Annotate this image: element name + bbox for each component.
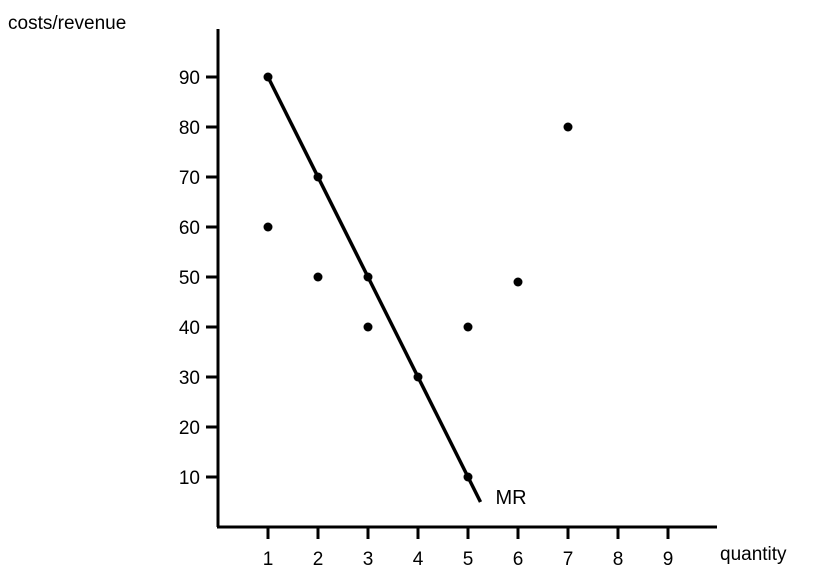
point-1 <box>263 72 273 82</box>
y-tick-label-70: 70 <box>179 168 200 189</box>
y-tick-label-50: 50 <box>179 268 200 289</box>
point-8 <box>463 322 473 332</box>
y-tick-label-10: 10 <box>179 468 200 489</box>
lines: MR <box>266 76 527 509</box>
point-11 <box>563 122 573 132</box>
point-10 <box>513 277 523 287</box>
y-tick-label-40: 40 <box>179 318 200 339</box>
point-9 <box>463 472 473 482</box>
x-tick-label-5: 5 <box>463 549 474 570</box>
x-tick-label-2: 2 <box>313 549 324 570</box>
x-tick-label-7: 7 <box>563 549 574 570</box>
line-label-mr: MR <box>496 487 527 509</box>
x-ticks: 1 2 3 4 5 6 7 8 9 <box>263 527 674 570</box>
x-tick-label-6: 6 <box>513 549 524 570</box>
point-5 <box>363 272 373 282</box>
x-tick-label-4: 4 <box>413 549 424 570</box>
labels: costs/revenue quantity <box>8 13 787 565</box>
axes <box>216 29 717 529</box>
points <box>263 72 573 482</box>
point-7 <box>413 372 423 382</box>
point-2 <box>263 222 273 232</box>
line-mr <box>266 76 483 503</box>
point-6 <box>363 322 373 332</box>
point-4 <box>313 272 323 282</box>
x-axis-title: quantity <box>720 544 787 565</box>
x-tick-label-1: 1 <box>263 549 274 570</box>
x-tick-label-8: 8 <box>613 549 624 570</box>
y-tick-label-80: 80 <box>179 118 200 139</box>
point-3 <box>313 172 323 182</box>
y-tick-label-90: 90 <box>179 68 200 89</box>
y-tick-label-20: 20 <box>179 418 200 439</box>
y-axis-title: costs/revenue <box>8 13 126 34</box>
x-tick-label-9: 9 <box>663 549 674 570</box>
x-tick-label-3: 3 <box>363 549 374 570</box>
y-tick-label-30: 30 <box>179 368 200 389</box>
y-tick-label-60: 60 <box>179 218 200 239</box>
y-ticks: 10 20 30 40 50 60 70 80 90 <box>179 68 218 489</box>
